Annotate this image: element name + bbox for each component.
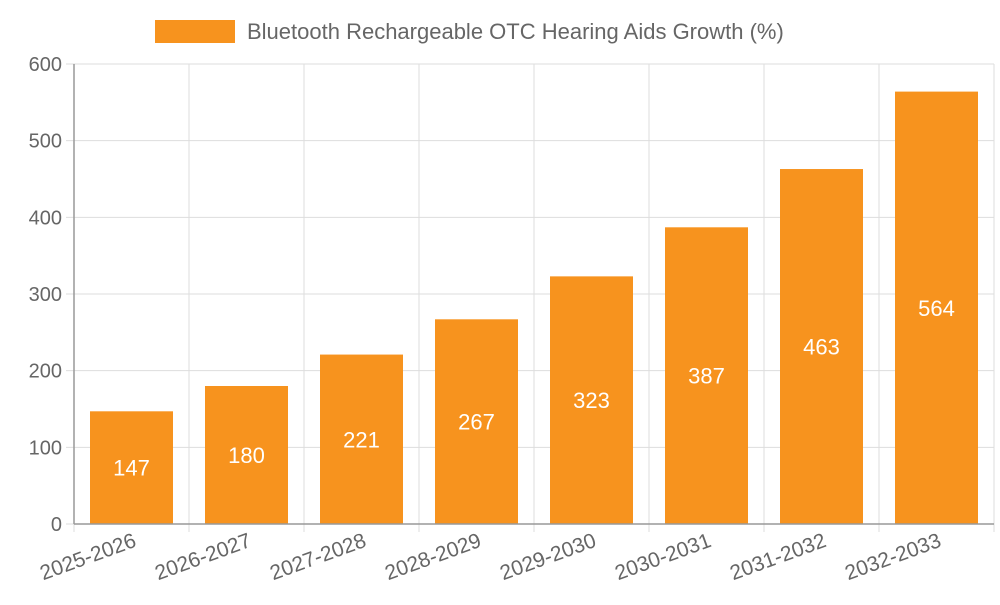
legend-label[interactable]: Bluetooth Rechargeable OTC Hearing Aids … (247, 19, 784, 44)
bar[interactable] (435, 319, 518, 524)
bar-value-label: 564 (918, 296, 955, 321)
x-tick-label: 2029-2030 (497, 529, 599, 585)
y-tick-label: 600 (29, 54, 62, 76)
bar-value-label: 323 (573, 388, 610, 413)
bar-value-label: 267 (458, 410, 495, 435)
x-tick-label: 2031-2032 (727, 529, 829, 585)
bar[interactable] (665, 227, 748, 525)
legend[interactable]: Bluetooth Rechargeable OTC Hearing Aids … (155, 19, 784, 44)
bar-value-label: 180 (228, 443, 265, 468)
x-tick-label: 2028-2029 (382, 529, 484, 585)
x-tick-label: 2027-2028 (267, 529, 369, 585)
axes-layer (66, 63, 995, 532)
x-tick-label: 2032-2033 (842, 529, 944, 585)
x-tick-label: 2026-2027 (152, 529, 254, 585)
y-tick-label: 0 (51, 514, 62, 536)
y-tick-label: 400 (29, 207, 62, 229)
y-tick-label: 300 (29, 284, 62, 306)
bar-value-label: 221 (343, 427, 380, 452)
y-tick-label: 200 (29, 361, 62, 383)
y-tick-label: 100 (29, 437, 62, 459)
x-tick-label: 2025-2026 (37, 529, 139, 585)
y-tick-label: 500 (29, 131, 62, 153)
x-tick-label: 2030-2031 (612, 529, 714, 585)
bar-value-label: 387 (688, 364, 725, 389)
bar[interactable] (780, 169, 863, 525)
bars-layer (90, 91, 978, 525)
bar[interactable] (205, 386, 288, 524)
bar-value-label: 147 (113, 456, 150, 481)
bar-value-label: 463 (803, 335, 840, 360)
legend-swatch[interactable] (155, 20, 235, 43)
grid-layer (73, 63, 995, 525)
bar[interactable] (90, 411, 173, 524)
bar[interactable] (550, 276, 633, 524)
bar[interactable] (320, 354, 403, 524)
bar[interactable] (895, 91, 978, 524)
